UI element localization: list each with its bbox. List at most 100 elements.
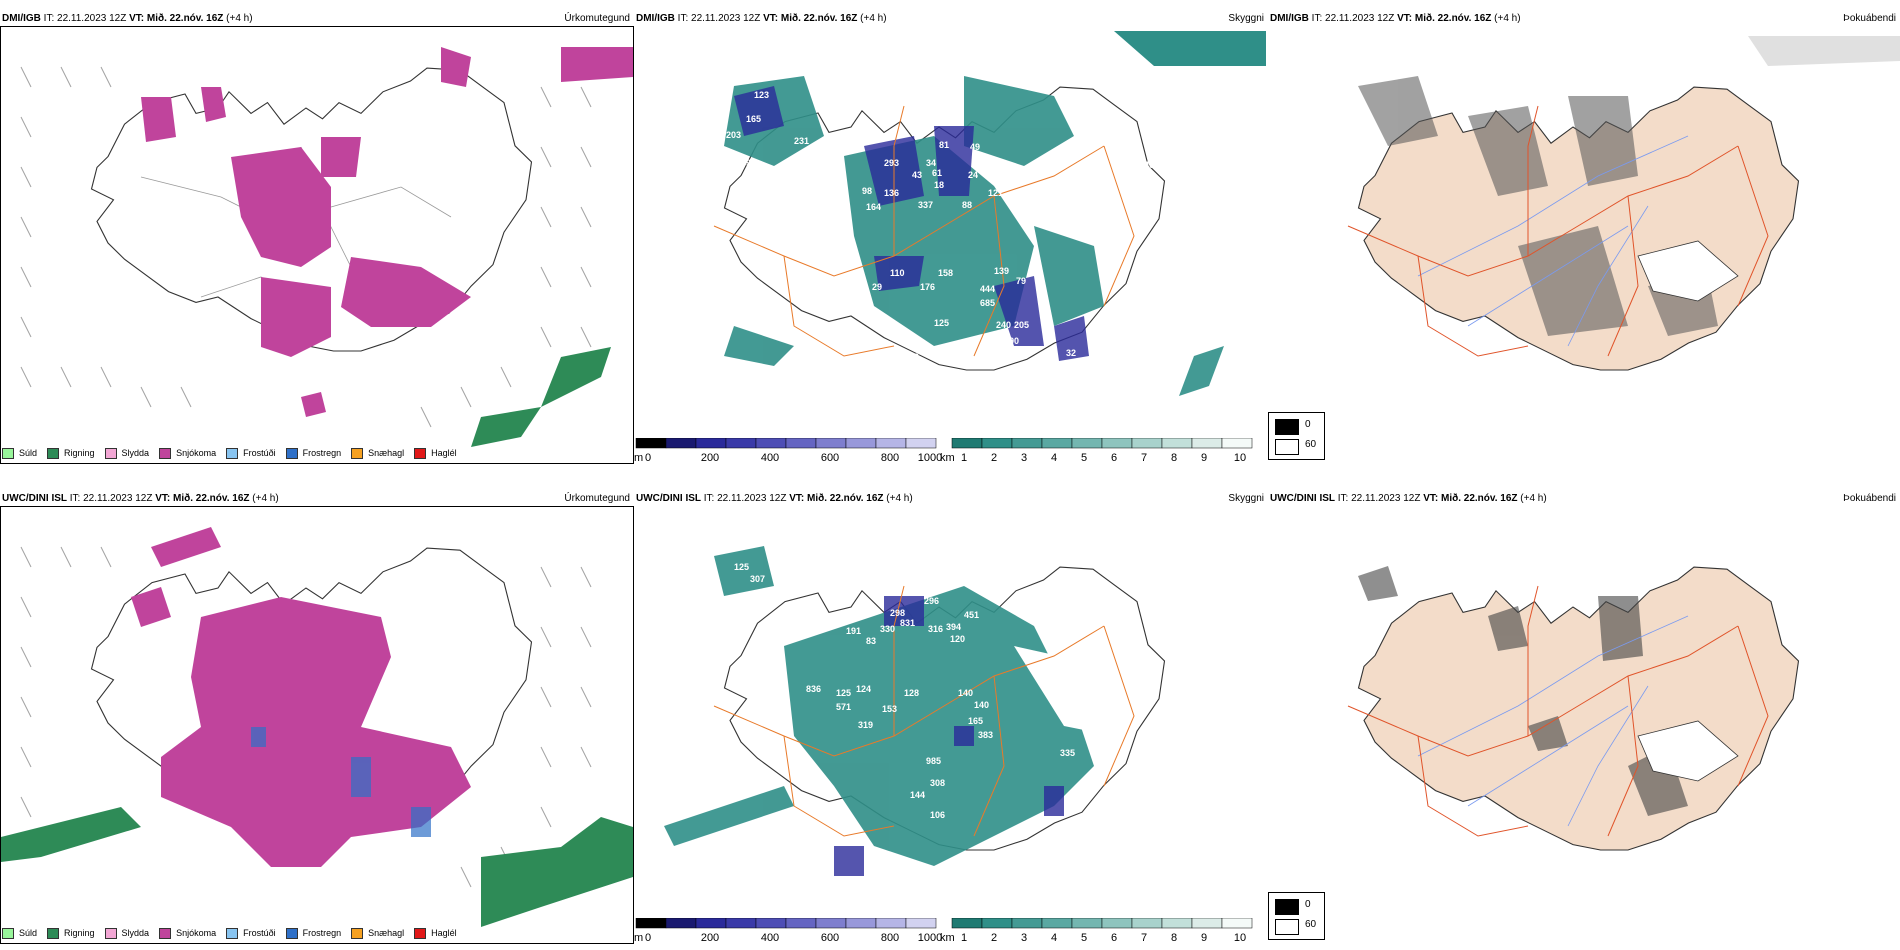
map-frame: 125 307 296 451 298 831 316 394 120 191 …	[634, 506, 1266, 910]
visibility-label: 231	[794, 136, 809, 146]
colorbar-unit-km: km	[940, 452, 955, 464]
swatch-frostudi	[226, 927, 239, 939]
lead-time: (+4 h)	[1520, 493, 1547, 504]
visibility-label: 222	[756, 168, 771, 178]
visibility-label: 24	[968, 170, 978, 180]
valid-time: VT: Mið. 22.nóv. 16Z	[763, 13, 858, 24]
visibility-label: 209	[736, 158, 751, 168]
visibility-label: 49	[970, 142, 980, 152]
field-name: Úrkomutegund	[564, 493, 630, 504]
field-name: Þokuábendi	[1843, 493, 1896, 504]
legend-item: Frostúði	[226, 446, 276, 460]
fog-swatch-light	[1275, 919, 1299, 935]
visibility-label: 330	[880, 624, 895, 634]
precip-type-legend: Súld Rigning Slydda Snjókoma Frostúði Fr…	[2, 446, 457, 460]
swatch-haglel	[414, 927, 427, 939]
visibility-label: 140	[1139, 160, 1154, 170]
visibility-label: 61	[932, 168, 942, 178]
visibility-label: 319	[858, 720, 873, 730]
legend-item: Frostregn	[285, 446, 341, 460]
fog-label-high: 0	[1305, 899, 1311, 910]
panel-header: UWC/DINI ISL IT: 22.11.2023 12Z VT: Mið.…	[1270, 492, 1896, 506]
visibility-label: 125	[734, 562, 749, 572]
fog-label-low: 60	[1305, 919, 1317, 930]
visibility-label: 330	[819, 148, 834, 158]
glacier	[1637, 240, 1739, 302]
wind-barbs	[20, 66, 592, 428]
panel-dmi-fog-index: DMI/IGB IT: 22.11.2023 12Z VT: Mið. 22.n…	[1268, 12, 1900, 464]
panel-header: UWC/DINI ISL IT: 22.11.2023 12Z VT: Mið.…	[2, 492, 630, 506]
visibility-label: 685	[980, 298, 995, 308]
valid-time: VT: Mið. 22.nóv. 16Z	[789, 493, 884, 504]
visibility-label: 444	[980, 284, 995, 294]
legend-item: Súld	[2, 446, 37, 460]
visibility-label: 18	[934, 180, 944, 190]
swatch-snaehagl	[351, 927, 364, 939]
fog-label-high: 0	[1305, 419, 1311, 430]
lead-time: (+4 h)	[252, 493, 279, 504]
fog-legend: 0 60	[1268, 412, 1325, 460]
visibility-label: 13	[934, 390, 944, 400]
legend-item: Snjókoma	[159, 446, 216, 460]
fog-label-low: 60	[1305, 439, 1317, 450]
colorbar-unit-m: m	[634, 932, 644, 944]
legend-item: Haglél	[414, 926, 457, 940]
lead-time: (+4 h)	[860, 13, 887, 24]
fog-swatch-light	[1275, 439, 1299, 455]
valid-time: VT: Mið. 22.nóv. 16Z	[155, 493, 250, 504]
panel-uwc-precip-type: UWC/DINI ISL IT: 22.11.2023 12Z VT: Mið.…	[0, 492, 634, 944]
visibility-label: 144	[910, 790, 925, 800]
legend-item: Frostúði	[226, 926, 276, 940]
visibility-colorbar: m 0 200 400 600 800 1000 km 1 2 3 4 5 6 …	[634, 438, 1266, 468]
visibility-label: 240	[1084, 140, 1099, 150]
visibility-teal	[664, 546, 1094, 866]
panel-dmi-precip-type: DMI/IGB IT: 22.11.2023 12Z VT: Mið. 22.n…	[0, 12, 634, 464]
visibility-labels: 125 307 296 451 298 831 316 394 120 191 …	[734, 562, 1075, 820]
visibility-label: 296	[924, 596, 939, 606]
legend-item: Slydda	[104, 926, 149, 940]
init-time: IT: 22.11.2023 12Z	[43, 13, 127, 24]
swatch-frostregn	[285, 927, 298, 939]
map-frame	[0, 506, 634, 944]
panel-uwc-visibility: UWC/DINI ISL IT: 22.11.2023 12Z VT: Mið.…	[634, 492, 1268, 944]
model-name: DMI/IGB	[1270, 13, 1309, 24]
visibility-label: 136	[884, 188, 899, 198]
lead-time: (+4 h)	[886, 493, 913, 504]
swatch-snjokoma	[159, 447, 172, 459]
valid-time: VT: Mið. 22.nóv. 16Z	[129, 13, 224, 24]
visibility-label: 337	[918, 200, 933, 210]
visibility-blue	[834, 596, 1064, 876]
map-frame	[1268, 506, 1900, 910]
fog-swatch-dark	[1275, 419, 1299, 435]
swatch-frostregn	[285, 447, 298, 459]
visibility-label: 831	[900, 618, 915, 628]
snow-areas	[141, 47, 633, 417]
lead-time: (+4 h)	[1494, 13, 1521, 24]
init-time: IT: 22.11.2023 12Z	[1337, 493, 1421, 504]
swatch-haglel	[414, 447, 427, 459]
roads	[713, 105, 1135, 357]
fog-legend: 0 60	[1268, 892, 1325, 940]
panel-header: DMI/IGB IT: 22.11.2023 12Z VT: Mið. 22.n…	[2, 12, 630, 26]
visibility-label: 123	[754, 90, 769, 100]
visibility-label: 125	[836, 688, 851, 698]
visibility-label: 34	[926, 158, 936, 168]
visibility-label: 836	[806, 684, 821, 694]
visibility-label: 451	[964, 610, 979, 620]
swatch-sudd	[2, 927, 14, 939]
fog-index-map	[1347, 566, 1800, 851]
visibility-label: 128	[904, 688, 919, 698]
precip-type-map	[1, 527, 633, 927]
visibility-label: 293	[884, 158, 899, 168]
legend-item: Snjókoma	[159, 926, 216, 940]
map-frame: 123 165 203 231 209 222 330 293 136 81 3…	[634, 26, 1266, 430]
wind-barbs	[20, 546, 592, 888]
panel-uwc-fog-index: UWC/DINI ISL IT: 22.11.2023 12Z VT: Mið.…	[1268, 492, 1900, 944]
visibility-label: 316	[928, 624, 943, 634]
map-frame	[1268, 26, 1900, 430]
visibility-label: 106	[930, 810, 945, 820]
visibility-label: 139	[994, 266, 1009, 276]
legend-item: Snæhagl	[351, 926, 404, 940]
visibility-label: 109	[904, 352, 919, 362]
freezing-areas	[251, 727, 431, 837]
